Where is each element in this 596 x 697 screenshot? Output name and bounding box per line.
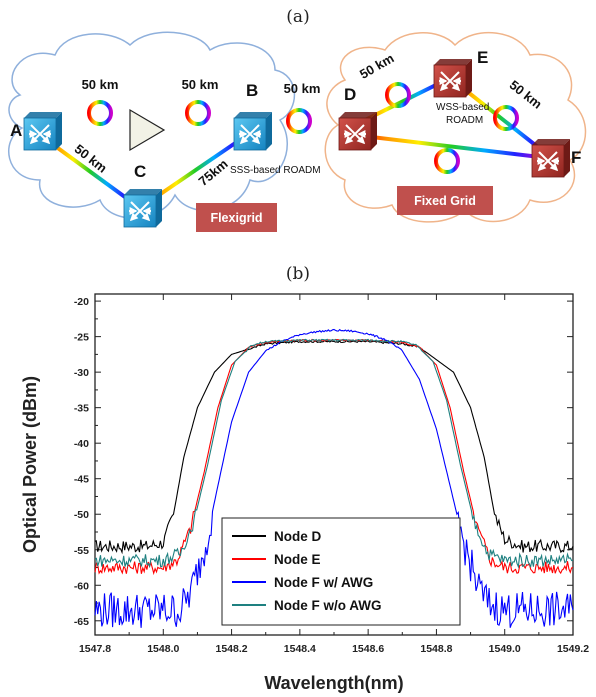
fixed-grid-box	[397, 186, 493, 215]
cross-connect-switch-icon	[531, 139, 570, 178]
link-d-f	[354, 133, 549, 160]
y-tick-label: -50	[74, 509, 89, 521]
x-axis-title: Wavelength(nm)	[264, 673, 403, 693]
y-tick-label: -65	[74, 616, 89, 628]
fiber-spool-icon	[493, 105, 519, 131]
legend-entry: Node D	[274, 529, 322, 544]
y-tick-label: -55	[74, 545, 89, 557]
spectrum-chart: 1547.8 1548.0 1548.2 1548.4 1548.6 1548.8 1549…	[20, 293, 589, 693]
km-label: 75km	[196, 156, 231, 189]
panel-a-label: (a)	[286, 7, 309, 27]
amplifier-triangle-icon	[129, 108, 166, 152]
x-tick-label: 1548.4	[284, 643, 316, 655]
wss-roadm-note-line2: ROADM	[446, 115, 483, 126]
cross-connect-switch-icon	[123, 189, 162, 228]
x-tick-label: 1549.0	[489, 643, 521, 655]
sss-roadm-note: SSS-based ROADM	[230, 165, 321, 176]
flexigrid-box-label: Flexigrid	[210, 211, 262, 225]
series-line-node-f-w-awg	[94, 328, 574, 628]
fixed-grid-box-label: Fixed Grid	[414, 194, 476, 208]
legend-entry: Node E	[274, 552, 321, 567]
y-tick-label: -20	[74, 296, 89, 308]
km-label: 50 km	[182, 77, 219, 92]
flexigrid-box	[196, 203, 277, 232]
x-tick-label: 1548.8	[420, 643, 452, 655]
legend-entry: Node F w/ AWG	[274, 575, 373, 590]
y-tick-label: -60	[74, 580, 89, 592]
x-tick-label: 1548.6	[352, 643, 384, 655]
x-tick-label: 1548.2	[216, 643, 248, 655]
series-line-node-f-w-o-awg	[94, 338, 574, 569]
fiber-spool-icon	[434, 148, 460, 174]
km-label: 50 km	[284, 81, 321, 96]
panel-b-label: (b)	[286, 264, 310, 284]
x-tick-label: 1547.8	[79, 643, 111, 655]
node-label-d: D	[344, 85, 356, 104]
y-tick-label: -35	[74, 403, 89, 415]
series-line-node-d	[94, 340, 574, 555]
y-axis-title: Optical Power (dBm)	[20, 376, 40, 553]
node-label-f: F	[571, 148, 581, 167]
fiber-spool-icon	[87, 100, 113, 126]
node-label-b: B	[246, 81, 258, 100]
fixed-grid-cloud	[324, 32, 587, 223]
flexigrid-cloud	[8, 31, 296, 219]
legend-entry: Node F w/o AWG	[274, 598, 382, 613]
node-label-e: E	[477, 48, 488, 67]
y-tick-label: -25	[74, 332, 89, 344]
x-tick-label: 1548.0	[147, 643, 179, 655]
cross-connect-switch-icon	[23, 112, 62, 151]
y-tick-label: -45	[74, 474, 89, 486]
km-label: 50 km	[357, 50, 396, 81]
cross-connect-switch-icon	[338, 112, 377, 151]
cross-connect-switch-icon	[433, 59, 472, 98]
wss-roadm-note-line1: WSS-based	[436, 102, 489, 113]
km-label: 50 km	[82, 77, 119, 92]
y-tick-label: -40	[74, 438, 89, 450]
km-label: 50 km	[507, 77, 545, 112]
node-label-a: A	[10, 121, 22, 140]
fiber-spools	[87, 82, 519, 174]
fiber-spool-icon	[185, 100, 211, 126]
y-tick-label: -30	[74, 367, 89, 379]
x-tick-label: 1549.2	[557, 643, 589, 655]
cross-connect-switch-icon	[233, 112, 272, 151]
fiber-spool-icon	[286, 108, 312, 134]
node-label-c: C	[134, 162, 146, 181]
fiber-spool-icon	[385, 82, 411, 108]
